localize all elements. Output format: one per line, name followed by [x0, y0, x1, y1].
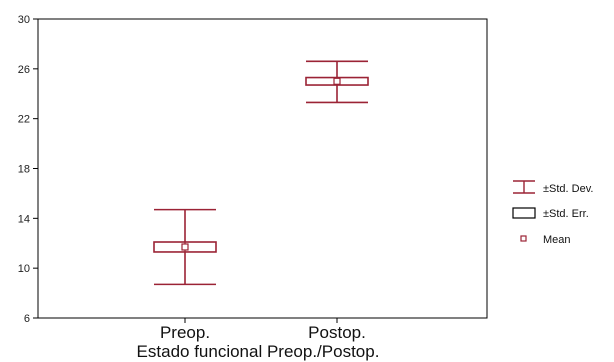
y-tick-label: 6	[24, 313, 30, 325]
legend-label: Mean	[543, 234, 571, 246]
legend-mean-icon	[520, 235, 527, 242]
legend-item-std-dev: ±Std. Dev.	[513, 180, 593, 195]
legend-std-err-icon	[512, 207, 536, 219]
y-tick-label: 30	[18, 14, 30, 26]
y-tick-label: 22	[18, 114, 30, 126]
y-axis: 6 10 14 18 22 26 30	[18, 14, 38, 325]
legend-label: ±Std. Err.	[543, 208, 589, 220]
plot-frame	[37, 18, 488, 319]
y-tick-label: 14	[18, 213, 30, 225]
y-tick-label: 10	[18, 263, 30, 275]
legend-item-mean: Mean	[520, 234, 571, 246]
legend-item-std-err: ±Std. Err.	[512, 207, 589, 220]
x-tick-label: Postop.	[308, 323, 366, 342]
mean-marker	[333, 77, 341, 85]
y-tick-label: 18	[18, 164, 30, 176]
marks	[153, 60, 369, 286]
x-tick-label: Preop.	[160, 323, 210, 342]
x-axis: Preop. Postop.	[160, 318, 366, 342]
x-axis-label: Estado funcional Preop./Postop.	[137, 342, 380, 361]
y-tick-label: 26	[18, 64, 30, 76]
legend-label: ±Std. Dev.	[543, 183, 593, 195]
box-preop	[153, 208, 217, 286]
legend: ±Std. Dev. ±Std. Err. Mean	[512, 180, 593, 246]
box-postop	[305, 60, 369, 104]
mean-marker	[181, 243, 189, 251]
